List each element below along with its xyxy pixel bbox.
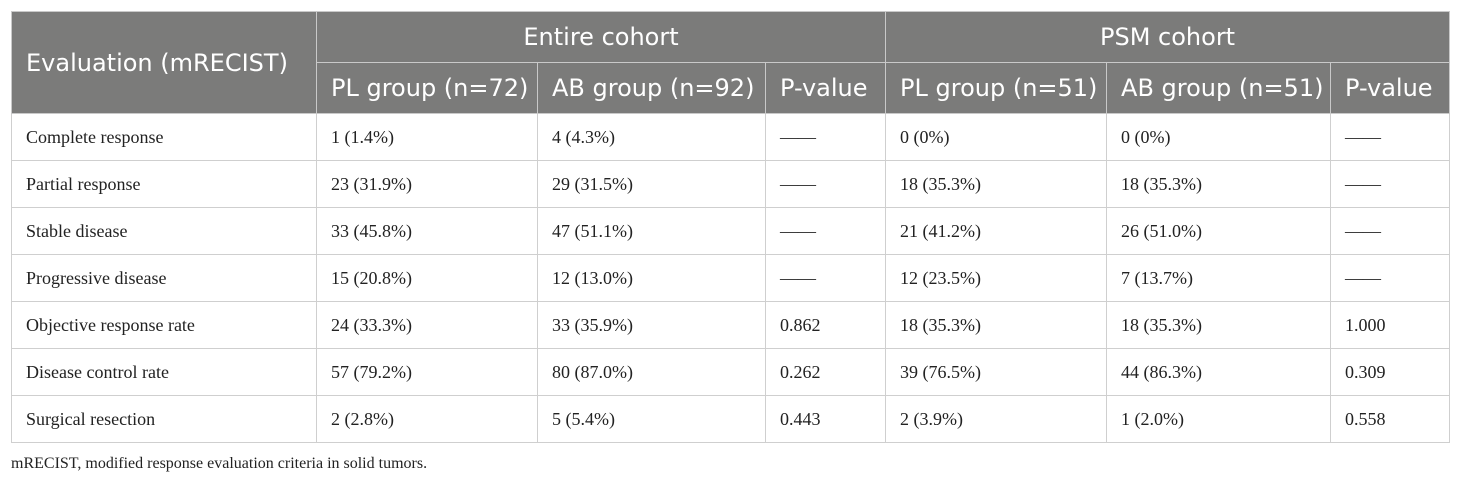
- table-cell: 44 (86.3%): [1106, 348, 1332, 396]
- table-row: Progressive disease 15 (20.8%) 12 (13.0%…: [11, 254, 1451, 302]
- table-cell: 23 (31.9%): [316, 160, 538, 208]
- table-cell: 7 (13.7%): [1106, 254, 1332, 302]
- table-cell: 2 (3.9%): [885, 395, 1108, 443]
- subheader-psm-ab-group: AB group (n=51): [1106, 62, 1332, 114]
- table-cell: ——: [1330, 254, 1451, 302]
- table-cell: 24 (33.3%): [316, 301, 538, 349]
- table-cell: 29 (31.5%): [537, 160, 766, 208]
- row-label: Complete response: [11, 113, 317, 161]
- table-cell: ——: [764, 207, 887, 255]
- table-cell: 18 (35.3%): [885, 301, 1108, 349]
- table-row: Stable disease 33 (45.8%) 47 (51.1%) —— …: [11, 207, 1451, 255]
- table-cell: 15 (20.8%): [316, 254, 538, 302]
- table-cell: 12 (23.5%): [885, 254, 1108, 302]
- results-table: Evaluation (mRECIST) Entire cohort PSM c…: [11, 11, 1451, 443]
- table-cell: 4 (4.3%): [537, 113, 766, 161]
- table-body: Complete response 1 (1.4%) 4 (4.3%) —— 0…: [11, 113, 1451, 443]
- table-row: Complete response 1 (1.4%) 4 (4.3%) —— 0…: [11, 113, 1451, 161]
- subheader-entire-ab-group: AB group (n=92): [537, 62, 766, 114]
- table-row: Partial response 23 (31.9%) 29 (31.5%) —…: [11, 160, 1451, 208]
- table-cell: 1.000: [1330, 301, 1451, 349]
- results-table-container: Evaluation (mRECIST) Entire cohort PSM c…: [11, 11, 1451, 443]
- row-label: Surgical resection: [11, 395, 317, 443]
- table-cell: ——: [764, 160, 887, 208]
- table-row: Disease control rate 57 (79.2%) 80 (87.0…: [11, 348, 1451, 396]
- table-cell: 1 (2.0%): [1106, 395, 1332, 443]
- row-label: Objective response rate: [11, 301, 317, 349]
- group-header-psm-cohort: PSM cohort: [885, 11, 1451, 63]
- table-cell: 33 (45.8%): [316, 207, 538, 255]
- table-footnote: mRECIST, modified response evaluation cr…: [11, 455, 428, 472]
- table-cell: 2 (2.8%): [316, 395, 538, 443]
- table-header: Evaluation (mRECIST) Entire cohort PSM c…: [11, 11, 1451, 114]
- subheader-psm-p-value: P-value: [1330, 62, 1451, 114]
- table-cell: ——: [764, 254, 887, 302]
- table-cell: 18 (35.3%): [885, 160, 1108, 208]
- table-cell: 18 (35.3%): [1106, 301, 1332, 349]
- table-row: Objective response rate 24 (33.3%) 33 (3…: [11, 301, 1451, 349]
- table-cell: 80 (87.0%): [537, 348, 766, 396]
- subheader-psm-pl-group: PL group (n=51): [885, 62, 1108, 114]
- table-cell: ——: [1330, 160, 1451, 208]
- table-cell: 18 (35.3%): [1106, 160, 1332, 208]
- table-cell: 0.558: [1330, 395, 1451, 443]
- table-cell: 47 (51.1%): [537, 207, 766, 255]
- group-header-entire-cohort: Entire cohort: [315, 11, 887, 63]
- table-cell: 57 (79.2%): [316, 348, 538, 396]
- table-cell: ——: [764, 113, 887, 161]
- row-label: Progressive disease: [11, 254, 317, 302]
- row-label: Partial response: [11, 160, 317, 208]
- table-cell: 5 (5.4%): [537, 395, 766, 443]
- table-cell: 0.862: [764, 301, 887, 349]
- row-label: Stable disease: [11, 207, 317, 255]
- table-cell: 12 (13.0%): [537, 254, 766, 302]
- table-cell: 0.443: [764, 395, 887, 443]
- table-cell: 33 (35.9%): [537, 301, 766, 349]
- table-cell: 0.309: [1330, 348, 1451, 396]
- table-cell: 0 (0%): [885, 113, 1108, 161]
- row-header-evaluation: Evaluation (mRECIST): [11, 11, 317, 114]
- table-cell: 0.262: [764, 348, 887, 396]
- table-cell: 1 (1.4%): [316, 113, 538, 161]
- subheader-entire-pl-group: PL group (n=72): [316, 62, 538, 114]
- row-label: Disease control rate: [11, 348, 317, 396]
- table-row: Surgical resection 2 (2.8%) 5 (5.4%) 0.4…: [11, 395, 1451, 443]
- subheader-entire-p-value: P-value: [764, 62, 887, 114]
- table-cell: 39 (76.5%): [885, 348, 1108, 396]
- table-cell: ——: [1330, 207, 1451, 255]
- table-cell: 0 (0%): [1106, 113, 1332, 161]
- table-cell: ——: [1330, 113, 1451, 161]
- table-cell: 26 (51.0%): [1106, 207, 1332, 255]
- table-cell: 21 (41.2%): [885, 207, 1108, 255]
